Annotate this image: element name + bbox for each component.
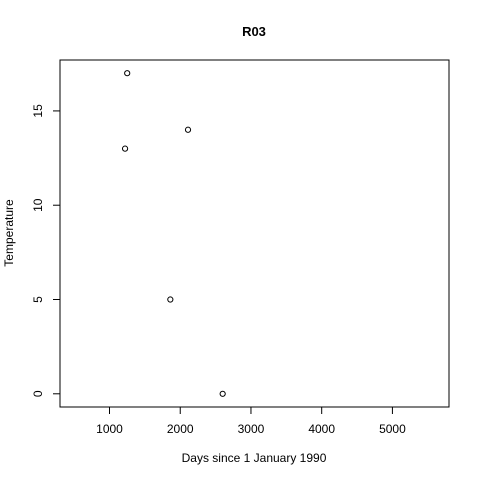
y-axis: 0 5 10 15 — [31, 104, 60, 397]
x-axis: 1000 2000 3000 4000 5000 — [96, 407, 406, 436]
data-points — [122, 71, 225, 397]
y-tick-label: 5 — [31, 296, 45, 303]
plot-frame — [60, 60, 449, 407]
y-axis-label: Temperature — [2, 199, 16, 267]
x-tick-label: 4000 — [308, 422, 335, 436]
data-point — [168, 297, 173, 302]
chart-title: R03 — [242, 24, 266, 39]
data-point — [122, 146, 127, 151]
y-tick-label: 0 — [31, 390, 45, 397]
data-point — [125, 71, 130, 76]
data-point — [220, 391, 225, 396]
y-tick-label: 10 — [31, 198, 45, 212]
x-tick-label: 3000 — [238, 422, 265, 436]
y-tick-label: 15 — [31, 104, 45, 118]
data-point — [185, 127, 190, 132]
x-tick-label: 2000 — [167, 422, 194, 436]
x-tick-label: 5000 — [379, 422, 406, 436]
x-tick-label: 1000 — [96, 422, 123, 436]
x-axis-label: Days since 1 January 1990 — [182, 451, 327, 465]
